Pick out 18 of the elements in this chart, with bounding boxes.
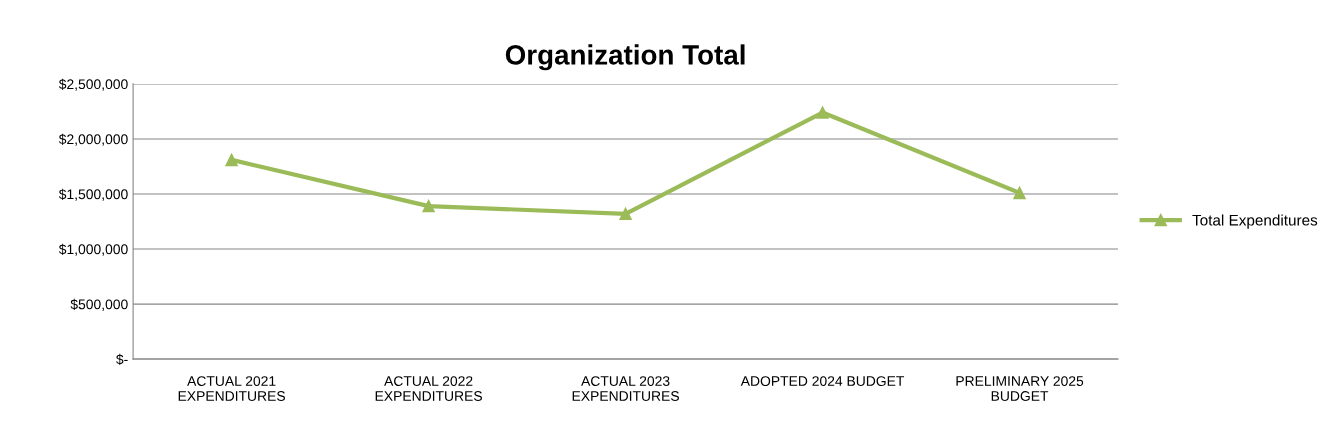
point xyxy=(1013,186,1026,200)
chart-title: Organization Total xyxy=(505,44,745,71)
x-tick-label: ACTUAL 2022 EXPENDITURES xyxy=(375,376,482,401)
y-tick-label: $- xyxy=(116,353,128,366)
x-tick-label: ACTUAL 2023 EXPENDITURES xyxy=(572,376,679,401)
point xyxy=(422,199,435,213)
point xyxy=(619,207,632,221)
x-tick-label: ACTUAL 2021 EXPENDITURES xyxy=(178,376,285,401)
y-tick-label: $1,000,000 xyxy=(58,243,128,256)
point xyxy=(816,106,829,119)
y-tick-label: $1,500,000 xyxy=(58,188,128,201)
y-tick-label: $500,000 xyxy=(70,298,128,311)
x-tick-label: PRELIMINARY 2025 BUDGET xyxy=(956,376,1084,401)
legend-label: Total Expenditures xyxy=(1192,214,1318,229)
y-tick-label: $2,000,000 xyxy=(58,133,128,146)
point xyxy=(225,153,238,167)
y-tick-label: $2,500,000 xyxy=(58,78,128,91)
x-tick-label: ADOPTED 2024 BUDGET xyxy=(740,376,905,386)
